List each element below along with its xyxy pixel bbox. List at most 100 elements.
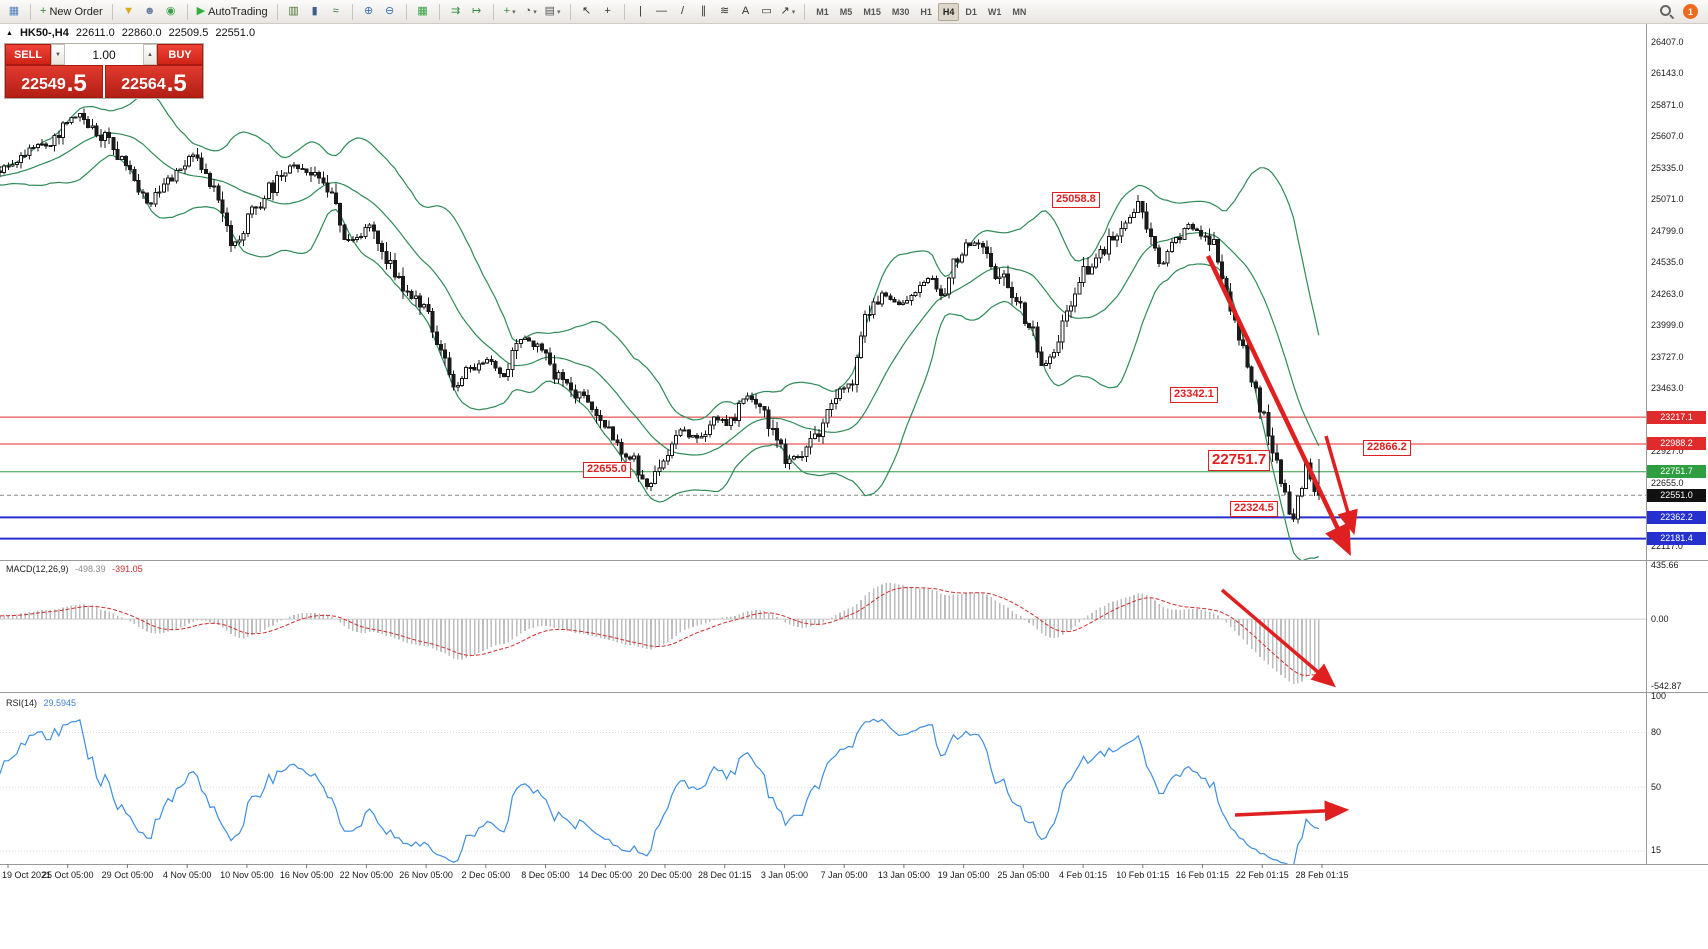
arrows-icon[interactable]: ↗ ▾ xyxy=(778,2,799,22)
candle-body xyxy=(703,433,708,438)
candle-body xyxy=(283,172,288,177)
candle-body xyxy=(989,252,994,267)
candle-body xyxy=(119,156,124,161)
candle-body xyxy=(115,148,120,161)
sell-button[interactable]: SELL xyxy=(5,44,51,65)
timeframe-group: M1 M5 M15 M30 H1 H4 D1 W1 MN xyxy=(811,2,1031,21)
line-chart-icon[interactable]: ≈ xyxy=(326,2,346,22)
channel-icon[interactable]: ∥ xyxy=(694,2,714,22)
trend-arrow[interactable] xyxy=(1234,800,1350,822)
trend-arrow[interactable] xyxy=(1220,588,1336,688)
timeframe-m5-button[interactable]: M5 xyxy=(839,6,853,17)
new-chart-icon[interactable]: ▦ xyxy=(4,2,24,22)
candle-body xyxy=(1115,235,1120,241)
chevron-down-icon[interactable]: ▾ xyxy=(512,8,516,16)
buy-price-button[interactable]: 22564 .5 xyxy=(105,65,203,98)
notification-badge[interactable]: 1 xyxy=(1683,4,1698,19)
price-annotation[interactable]: 22655.0 xyxy=(583,462,631,478)
macd-signal-line xyxy=(0,586,1319,676)
volume-input[interactable]: 1.00 xyxy=(92,47,116,62)
templates-icon[interactable]: ▤ ▾ xyxy=(542,2,564,22)
candle-body xyxy=(888,295,893,300)
candle-body xyxy=(901,302,905,305)
chart-canvas[interactable] xyxy=(0,24,1708,949)
price-annotation[interactable]: 22324.5 xyxy=(1230,501,1278,517)
expert-advisors-icon[interactable]: ◉ xyxy=(161,2,181,22)
timeframe-m15-button[interactable]: M15 xyxy=(863,6,881,17)
vertical-line-icon[interactable]: | xyxy=(631,2,651,22)
fibonacci-icon[interactable]: ≋ xyxy=(715,2,735,22)
candle-body xyxy=(1258,387,1262,413)
volume-increase-button[interactable]: ▲ xyxy=(143,44,157,65)
indicators-icon[interactable]: + ▾ xyxy=(500,2,520,22)
periods-icon[interactable]: ◔ ▾ xyxy=(521,2,541,22)
chevron-down-icon[interactable]: ▾ xyxy=(557,8,561,16)
zoom-in-icon[interactable]: ⊕ xyxy=(359,2,379,22)
zoom-out-icon[interactable]: ⊖ xyxy=(380,2,400,22)
candle-body xyxy=(1220,261,1225,279)
chevron-down-icon[interactable]: ▾ xyxy=(533,8,537,16)
candle-body xyxy=(749,395,754,401)
trend-arrow[interactable] xyxy=(1205,255,1351,557)
candle-body xyxy=(716,416,721,421)
price-annotation[interactable]: 25058.8 xyxy=(1052,192,1100,208)
candle-body xyxy=(86,119,91,129)
candle-body xyxy=(1266,412,1271,437)
candle-body xyxy=(77,113,82,118)
strategy-tester-icon[interactable]: ▼ xyxy=(119,2,139,22)
chevron-down-icon[interactable]: ▾ xyxy=(791,8,796,16)
chart-window: ▲ HK50-,H4 22611.0 22860.0 22509.5 22551… xyxy=(0,24,1708,949)
timeframe-mn-button[interactable]: MN xyxy=(1012,6,1027,17)
toolbar-separator xyxy=(276,3,278,20)
time-axis-label: 13 Jan 05:00 xyxy=(877,870,930,880)
candle-body xyxy=(787,458,792,465)
candle-body xyxy=(481,362,485,365)
timeframe-m1-button[interactable]: M1 xyxy=(816,6,829,17)
candle-body xyxy=(552,363,557,380)
candle-body xyxy=(539,343,544,351)
volume-decrease-button[interactable]: ▼ xyxy=(51,44,65,65)
price-annotation[interactable]: 23342.1 xyxy=(1170,387,1218,403)
candle-body xyxy=(632,455,637,460)
timeframe-w1-button[interactable]: W1 xyxy=(987,6,1002,17)
bar-chart-icon[interactable]: ▥ xyxy=(284,2,304,22)
candle-body xyxy=(846,383,851,389)
horizontal-line-icon[interactable]: — xyxy=(652,2,672,22)
sell-price-button[interactable]: 22549 .5 xyxy=(5,65,103,98)
auto-scroll-icon[interactable]: ⇉ xyxy=(446,2,466,22)
price-annotation[interactable]: 22866.2 xyxy=(1363,440,1411,456)
crosshair-icon[interactable]: + xyxy=(598,2,618,22)
candle-body xyxy=(460,377,464,387)
timeframe-h4-button[interactable]: H4 xyxy=(937,2,960,21)
candle-body xyxy=(1241,339,1246,347)
market-watch-icon[interactable]: ☻ xyxy=(140,2,160,22)
candle-body xyxy=(527,337,532,342)
tile-windows-icon[interactable]: ▦ xyxy=(413,2,433,22)
trendline-icon[interactable]: / xyxy=(673,2,693,22)
collapse-chart-icon[interactable]: ▲ xyxy=(6,29,13,37)
price-axis-label: 24535.0 xyxy=(1651,257,1684,267)
candlestick-chart-icon[interactable]: ▮ xyxy=(305,2,325,22)
autotrading-button[interactable]: ▶ AutoTrading xyxy=(194,2,271,22)
search-icon[interactable] xyxy=(1659,4,1674,19)
cursor-icon[interactable]: ↖ xyxy=(577,2,597,22)
price-annotation[interactable]: 22751.7 xyxy=(1208,450,1271,471)
rsi-name: RSI(14) xyxy=(6,698,38,708)
new-order-button[interactable]: + New Order xyxy=(37,2,106,22)
buy-button[interactable]: BUY xyxy=(157,44,203,65)
candle-body xyxy=(812,433,817,440)
chart-shift-icon[interactable]: ↦ xyxy=(467,2,487,22)
label-icon[interactable]: ▭ xyxy=(757,2,777,22)
ohlc-close: 22551.0 xyxy=(215,27,256,39)
trend-arrow[interactable] xyxy=(1324,435,1358,536)
candle-body xyxy=(216,185,221,201)
candle-body xyxy=(800,455,805,458)
time-axis-label: 3 Jan 05:00 xyxy=(760,870,808,880)
rsi-line xyxy=(0,718,1319,864)
timeframe-m30-button[interactable]: M30 xyxy=(891,6,910,17)
text-icon[interactable]: A xyxy=(736,2,756,22)
timeframe-h1-button[interactable]: H1 xyxy=(920,6,932,17)
timeframe-d1-button[interactable]: D1 xyxy=(965,6,977,17)
candle-body xyxy=(917,285,922,293)
time-axis-label: 22 Nov 05:00 xyxy=(339,870,394,880)
